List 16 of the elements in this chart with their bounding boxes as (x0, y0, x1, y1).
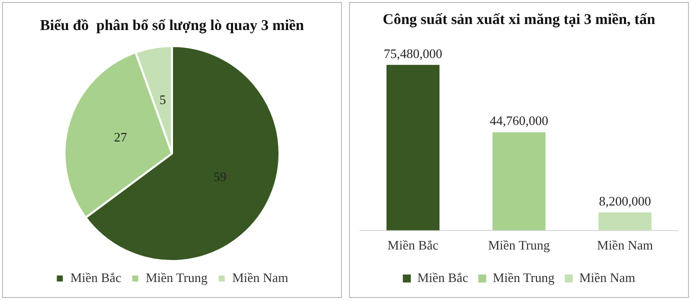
data-label: 5 (160, 92, 166, 107)
x-tick-label: Miền Trung (488, 238, 550, 253)
legend-label: Miền Nam (579, 270, 636, 285)
x-tick-label: Miền Nam (597, 238, 653, 253)
legend-label: Miền Trung (146, 270, 208, 285)
data-label: 8,200,000 (599, 193, 651, 208)
legend-label: Miền Bắc (70, 270, 122, 285)
legend-label: Miền Nam (232, 270, 288, 285)
data-label: 75,480,000 (384, 46, 442, 61)
legend-label: Miền Trung (492, 270, 555, 285)
data-label: 44,760,000 (490, 113, 548, 128)
chart-title: Công suất sản xuất xi măng tại 3 miền, tấn (382, 12, 656, 28)
data-label: 27 (114, 129, 128, 144)
legend-label: Miền Bắc (417, 270, 468, 285)
chart-title: Biểu đồ phân bổ số lượng lò quay 3 miền (40, 18, 305, 34)
x-tick-label: Miền Bắc (388, 238, 439, 253)
